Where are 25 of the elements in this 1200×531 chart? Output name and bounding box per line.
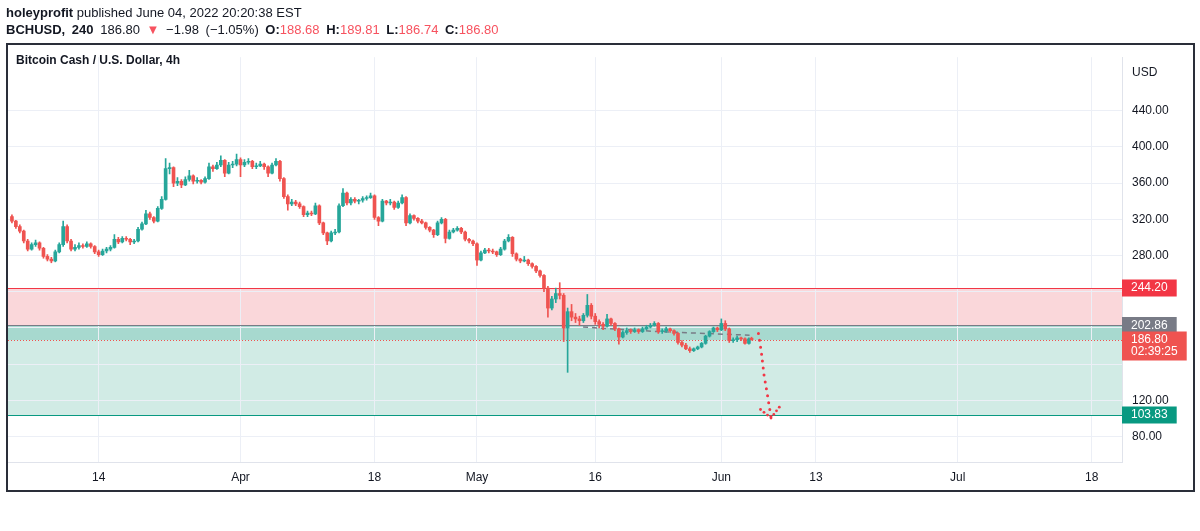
- text: BCHUSD, 240 186.80 ▼ −1.98 (−1.05%) O:188.68 H:189.81 L:186.74 C:186.80: [6, 22, 499, 37]
- ref-line-label: 186.80: [1131, 332, 1169, 347]
- x-tick-label: Jun: [711, 469, 732, 484]
- ref-line-label: 244.20: [1131, 280, 1169, 295]
- y-tick-label: 120.00: [1132, 392, 1170, 407]
- chart-title: Bitcoin Cash / U.S. Dollar, 4h: [16, 53, 181, 67]
- x-tick-label: 13: [809, 469, 823, 484]
- text: 02:39:25: [1131, 344, 1179, 359]
- y-tick-label: 440.00: [1132, 102, 1170, 117]
- x-tick-label: Apr: [231, 469, 250, 484]
- x-tick-label: 18: [367, 469, 382, 484]
- y-tick-label: 280.00: [1132, 247, 1170, 262]
- ref-line-label: 202.86: [1131, 317, 1169, 332]
- x-tick-label: 16: [588, 469, 603, 484]
- x-tick-label: 14: [91, 469, 106, 484]
- y-tick-label: 360.00: [1132, 175, 1170, 190]
- text: holeyprofit published June 04, 2022 20:20:38 EST: [6, 5, 302, 21]
- x-tick-label: 18: [1085, 469, 1099, 484]
- x-tick-label: Jul: [950, 469, 966, 484]
- x-tick-label: May: [465, 469, 489, 484]
- y-axis-title: USD: [1132, 64, 1158, 79]
- y-tick-label: 320.00: [1132, 211, 1170, 226]
- y-tick-label: 400.00: [1132, 139, 1170, 154]
- y-tick-label: 80.00: [1132, 428, 1163, 443]
- ref-line-label: 103.83: [1131, 407, 1169, 422]
